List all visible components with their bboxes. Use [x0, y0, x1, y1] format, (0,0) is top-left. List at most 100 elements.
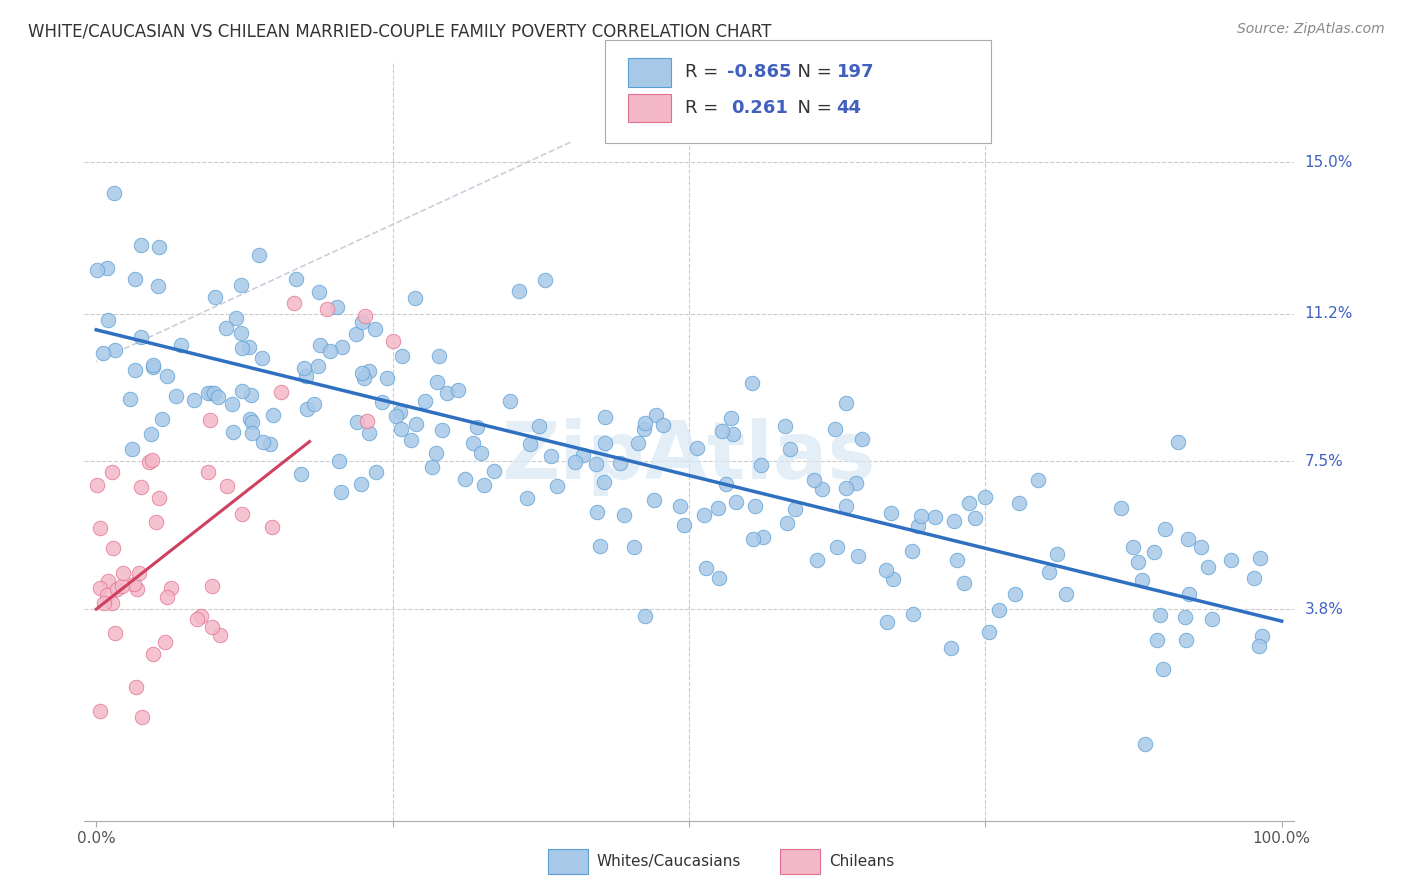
Point — [613, 508, 636, 522]
Point — [749, 458, 772, 473]
Point — [824, 422, 846, 436]
Point — [375, 371, 398, 385]
Point — [519, 437, 541, 451]
Point — [1026, 473, 1049, 487]
Point — [354, 309, 377, 323]
Point — [1038, 565, 1060, 579]
Point — [229, 278, 252, 293]
Point — [302, 397, 325, 411]
Point — [593, 410, 616, 425]
Point — [974, 490, 997, 504]
Point — [125, 582, 148, 597]
Point — [201, 619, 224, 633]
Point — [101, 596, 124, 610]
Point — [1132, 573, 1154, 587]
Point — [1220, 553, 1243, 567]
Point — [155, 635, 177, 649]
Point — [86, 478, 108, 492]
Text: ZipAtlas: ZipAtlas — [502, 417, 876, 496]
Point — [183, 393, 205, 408]
Point — [200, 385, 222, 400]
Point — [352, 315, 374, 329]
Point — [710, 425, 733, 439]
Point — [111, 566, 134, 580]
Point — [907, 518, 929, 533]
Point — [352, 367, 374, 381]
Point — [453, 472, 475, 486]
Point — [707, 571, 730, 585]
Point — [533, 272, 555, 286]
Point — [834, 499, 856, 513]
Point — [215, 479, 238, 493]
Point — [346, 416, 368, 430]
Point — [540, 449, 562, 463]
Point — [880, 506, 903, 520]
Point — [124, 680, 146, 694]
Point — [470, 446, 492, 460]
Text: 44: 44 — [837, 99, 862, 117]
Text: N =: N = — [786, 63, 838, 81]
Point — [876, 615, 898, 629]
Point — [1054, 587, 1077, 601]
Point — [633, 422, 655, 436]
Point — [129, 480, 152, 494]
Point — [593, 475, 616, 490]
Point — [240, 425, 263, 440]
Point — [773, 419, 796, 434]
Point — [325, 301, 347, 315]
Point — [1135, 737, 1157, 751]
Point — [1178, 587, 1201, 601]
Point — [835, 396, 858, 410]
Point — [89, 581, 111, 595]
Point — [364, 322, 387, 336]
Point — [845, 475, 868, 490]
Point — [118, 392, 141, 407]
Point — [165, 388, 187, 402]
Text: R =: R = — [685, 99, 730, 117]
Point — [231, 326, 253, 341]
Point — [484, 464, 506, 478]
Point — [215, 321, 238, 335]
Point — [131, 710, 153, 724]
Point — [259, 437, 281, 451]
Point — [96, 588, 118, 602]
Point — [309, 338, 332, 352]
Point — [356, 414, 378, 428]
Point — [104, 626, 127, 640]
Point — [148, 491, 170, 505]
Point — [364, 465, 387, 479]
Point — [744, 500, 766, 514]
Point — [835, 481, 858, 495]
Point — [785, 502, 807, 516]
Point — [111, 579, 134, 593]
Text: R =: R = — [685, 63, 724, 81]
Point — [330, 340, 353, 354]
Point — [260, 520, 283, 534]
Point — [145, 515, 167, 529]
Point — [197, 465, 219, 479]
Point — [651, 417, 673, 432]
Point — [1154, 522, 1177, 536]
Point — [86, 263, 108, 277]
Point — [988, 603, 1011, 617]
Point — [204, 290, 226, 304]
Point — [623, 540, 645, 554]
Point — [308, 285, 330, 299]
Point — [186, 612, 208, 626]
Point — [225, 310, 247, 325]
Point — [1249, 550, 1271, 565]
Point — [627, 435, 650, 450]
Point — [1109, 501, 1132, 516]
Point — [957, 496, 980, 510]
Point — [977, 625, 1000, 640]
Point — [725, 495, 748, 509]
Point — [447, 384, 470, 398]
Point — [430, 423, 453, 437]
Point — [89, 704, 111, 718]
Point — [141, 647, 163, 661]
Point — [148, 240, 170, 254]
Point — [350, 476, 373, 491]
Point — [811, 482, 834, 496]
Point — [1167, 435, 1189, 450]
Text: Whites/Caucasians: Whites/Caucasians — [596, 855, 741, 869]
